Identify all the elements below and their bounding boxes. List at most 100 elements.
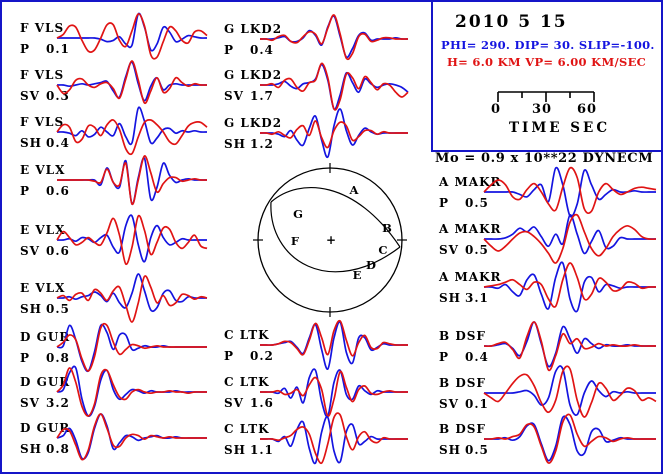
component-misfit-label: SH 0.4 xyxy=(20,136,70,150)
synthetic-trace xyxy=(56,60,208,105)
waveform-plot xyxy=(259,62,409,111)
waveform-plot xyxy=(56,12,208,60)
component-name: SH xyxy=(20,442,43,456)
waveform-plot xyxy=(56,106,208,156)
synthetic-trace xyxy=(483,213,657,264)
waveform-plot xyxy=(483,413,656,464)
beachball-station-C: C xyxy=(378,243,387,257)
observed-trace xyxy=(259,15,409,59)
beachball-station-F: F xyxy=(291,234,300,248)
station-label: G LKD2 xyxy=(224,68,283,82)
component-misfit-label: SH 1.2 xyxy=(224,137,274,151)
observed-trace xyxy=(259,108,408,159)
station-label: F VLS xyxy=(20,68,65,82)
waveform-plot xyxy=(56,365,207,418)
waveform-plot xyxy=(259,14,409,61)
station-label: G LKD2 xyxy=(224,22,283,36)
beachball-station-G: G xyxy=(293,207,303,221)
station-label: A MAKR xyxy=(439,222,502,236)
station-label: D GUR xyxy=(20,330,71,344)
component-misfit-label: SH 0.5 xyxy=(20,302,70,316)
time-tick-30: 30 xyxy=(532,102,553,117)
observed-trace xyxy=(483,214,656,255)
component-name: SH xyxy=(439,291,462,305)
component-name: SH xyxy=(20,136,43,150)
misfit-value: 0.2 xyxy=(250,349,274,363)
misfit-value: 0.8 xyxy=(46,442,70,456)
station-label: A MAKR xyxy=(439,175,502,189)
component-name: SV xyxy=(20,244,40,258)
header-box: 2010 5 15 PHI= 290. DIP= 30. SLIP=-100. … xyxy=(431,2,661,152)
misfit-value: 0.4 xyxy=(250,43,274,57)
observed-trace xyxy=(483,261,656,313)
waveform-plot xyxy=(56,273,208,323)
misfit-value: 0.1 xyxy=(46,42,70,56)
synthetic-trace xyxy=(56,155,208,205)
station-label: G LKD2 xyxy=(224,116,283,130)
synthetic-trace xyxy=(259,370,408,417)
station-label: D GUR xyxy=(20,375,71,389)
synthetic-trace xyxy=(483,321,656,372)
station-label: F VLS xyxy=(20,21,65,35)
time-tick-60: 60 xyxy=(577,102,598,117)
synthetic-trace xyxy=(259,412,408,465)
focal-mechanism: + A G B F CDE xyxy=(253,163,407,317)
waveform-plot xyxy=(483,261,657,313)
synthetic-trace xyxy=(259,14,408,61)
observed-trace xyxy=(483,365,656,416)
observed-trace xyxy=(56,106,208,146)
component-name: P xyxy=(224,349,235,363)
misfit-value: 0.4 xyxy=(465,350,489,364)
synthetic-trace xyxy=(56,367,207,417)
misfit-value: 0.5 xyxy=(46,302,70,316)
component-name: SH xyxy=(439,443,462,457)
station-label: B DSF xyxy=(439,329,486,343)
component-misfit-label: SV 1.7 xyxy=(224,89,274,103)
waveform-plot xyxy=(483,213,657,264)
station-label: C LTK xyxy=(224,375,270,389)
misfit-value: 0.6 xyxy=(46,184,70,198)
synthetic-trace xyxy=(259,120,408,149)
component-name: P xyxy=(224,43,235,57)
component-misfit-label: P 0.6 xyxy=(20,184,70,198)
station-label: A MAKR xyxy=(439,270,502,284)
beachball-station-D: D xyxy=(366,258,376,272)
synthetic-trace xyxy=(56,118,208,156)
waveform-plot xyxy=(259,319,408,370)
component-misfit-label: SV 0.6 xyxy=(20,244,70,258)
synthetic-trace xyxy=(56,322,207,372)
center-cross: + xyxy=(326,233,336,247)
component-misfit-label: SH 0.8 xyxy=(20,442,70,456)
component-name: SH xyxy=(20,302,43,316)
component-name: SV xyxy=(20,396,40,410)
nodal-plane-1 xyxy=(270,186,401,248)
waveform-plot xyxy=(483,321,656,372)
synthetic-trace xyxy=(56,13,208,60)
seismic-moment: Mo = 0.9 x 10**22 DYNECM xyxy=(435,151,654,166)
component-name: P xyxy=(20,184,31,198)
synthetic-trace xyxy=(56,413,207,461)
misfit-value: 0.8 xyxy=(46,351,70,365)
synthetic-trace xyxy=(483,262,657,308)
observed-trace xyxy=(56,214,207,263)
component-misfit-label: P 0.4 xyxy=(224,43,274,57)
component-misfit-label: P 0.1 xyxy=(20,42,70,56)
station-letters: A G B F CDE xyxy=(291,183,392,282)
component-name: SV xyxy=(224,396,244,410)
misfit-value: 0.5 xyxy=(465,243,489,257)
observed-trace xyxy=(56,413,207,460)
station-label: E VLX xyxy=(20,281,66,295)
station-label: C LTK xyxy=(224,328,270,342)
component-name: P xyxy=(439,350,450,364)
component-name: SH xyxy=(224,443,247,457)
component-misfit-label: SV 1.6 xyxy=(224,396,274,410)
waveform-plot xyxy=(259,368,408,418)
station-label: E VLX xyxy=(20,223,66,237)
nodal-plane-2 xyxy=(270,201,401,273)
waveform-plot xyxy=(56,60,208,105)
component-misfit-label: SH 0.5 xyxy=(439,443,489,457)
depth-velocity: H= 6.0 KM VP= 6.00 KM/SEC xyxy=(447,55,647,69)
misfit-value: 3.2 xyxy=(46,396,70,410)
station-label: C LTK xyxy=(224,422,270,436)
